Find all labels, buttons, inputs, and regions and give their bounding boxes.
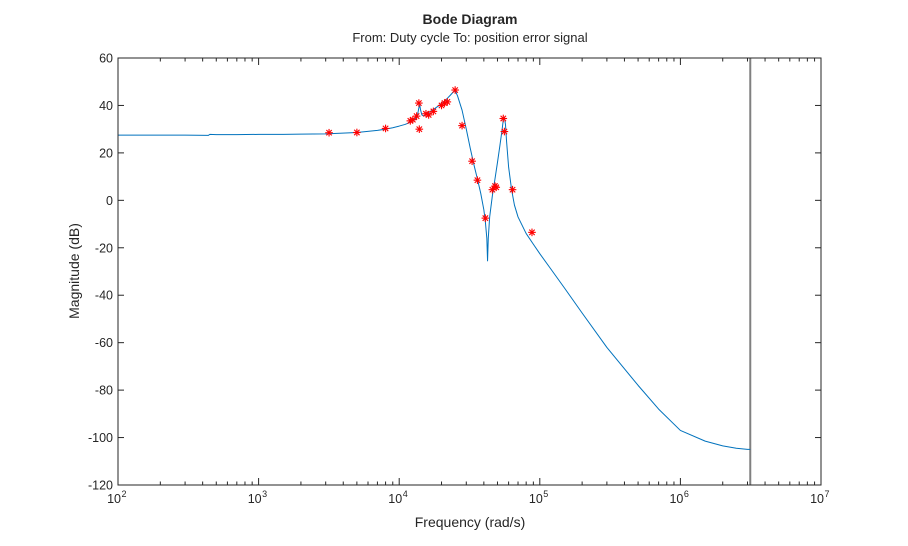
y-tick-label: 20 bbox=[99, 146, 113, 160]
x-tick-base: 10 bbox=[529, 492, 543, 506]
y-tick-label: -60 bbox=[95, 336, 113, 350]
marker-stroke bbox=[422, 110, 430, 117]
marker-stroke bbox=[458, 122, 466, 129]
x-tick-exponent: 6 bbox=[684, 489, 689, 499]
data-marker bbox=[458, 121, 466, 130]
data-marker bbox=[353, 128, 361, 137]
x-tick-base: 10 bbox=[248, 492, 262, 506]
x-axis-label: Frequency (rad/s) bbox=[415, 514, 525, 530]
marker-stroke bbox=[444, 98, 451, 105]
marker-stroke bbox=[430, 108, 437, 115]
x-tick-base: 10 bbox=[388, 492, 402, 506]
x-tick-label: 10 4 bbox=[388, 489, 407, 506]
x-tick-exponent: 5 bbox=[543, 489, 548, 499]
magnitude-line bbox=[118, 90, 751, 450]
marker-stroke bbox=[469, 158, 476, 165]
x-tick-label: 10 7 bbox=[810, 489, 829, 506]
data-marker bbox=[415, 99, 423, 107]
data-marker bbox=[451, 86, 459, 94]
marker-stroke bbox=[416, 126, 423, 133]
data-marker bbox=[412, 112, 421, 120]
marker-stroke bbox=[500, 115, 507, 122]
plot-area bbox=[118, 58, 821, 485]
x-tick-base: 10 bbox=[810, 492, 824, 506]
data-marker bbox=[473, 176, 482, 184]
y-tick-label: -40 bbox=[95, 289, 113, 303]
y-axis-label: Magnitude (dB) bbox=[66, 223, 82, 319]
marker-stroke bbox=[493, 184, 500, 191]
x-tick-label: 10 5 bbox=[529, 489, 548, 506]
data-marker bbox=[492, 183, 501, 192]
x-tick-exponent: 3 bbox=[262, 489, 267, 499]
data-marker bbox=[500, 127, 509, 136]
marker-stroke bbox=[482, 215, 489, 222]
marker-stroke bbox=[325, 129, 333, 136]
y-tick-label: -120 bbox=[88, 479, 113, 493]
x-tick-label: 10 3 bbox=[248, 489, 267, 506]
chart-title: Bode Diagram bbox=[423, 11, 518, 27]
marker-stroke bbox=[452, 86, 459, 94]
marker-stroke bbox=[413, 113, 420, 120]
marker-stroke bbox=[425, 111, 432, 119]
x-tick-exponent: 4 bbox=[403, 489, 408, 499]
marker-stroke bbox=[501, 128, 508, 135]
marker-stroke bbox=[509, 186, 516, 193]
y-tick-label: 60 bbox=[99, 52, 113, 66]
marker-layer bbox=[325, 86, 536, 237]
x-tick-base: 10 bbox=[107, 492, 121, 506]
x-tick-base: 10 bbox=[669, 492, 683, 506]
data-marker bbox=[381, 124, 390, 133]
data-marker bbox=[424, 111, 433, 119]
marker-stroke bbox=[353, 129, 360, 136]
tick-layer bbox=[117, 57, 822, 486]
marker-stroke bbox=[528, 229, 536, 236]
y-tick-label: -100 bbox=[88, 431, 113, 445]
data-marker bbox=[429, 107, 438, 116]
marker-stroke bbox=[474, 177, 481, 184]
data-marker bbox=[528, 228, 536, 237]
y-tick-label: 40 bbox=[99, 99, 113, 113]
data-marker bbox=[508, 185, 517, 194]
marker-stroke bbox=[415, 99, 422, 107]
data-marker bbox=[499, 114, 508, 123]
y-tick-label: 0 bbox=[106, 194, 113, 208]
series-layer bbox=[118, 90, 751, 450]
marker-stroke bbox=[489, 186, 496, 193]
marker-stroke bbox=[382, 125, 389, 132]
data-marker bbox=[415, 125, 424, 133]
y-tick-labels: 60 40 20 0 -20 -40 -60 -80 -100 -120 bbox=[88, 52, 113, 493]
data-marker bbox=[443, 98, 452, 106]
data-marker bbox=[468, 157, 476, 165]
x-tick-exponent: 2 bbox=[122, 489, 127, 499]
x-tick-label: 10 2 bbox=[107, 489, 126, 506]
x-tick-exponent: 7 bbox=[825, 489, 830, 499]
x-tick-label: 10 6 bbox=[669, 489, 688, 506]
y-tick-label: -80 bbox=[95, 384, 113, 398]
data-marker bbox=[481, 214, 490, 222]
data-marker bbox=[325, 128, 333, 137]
y-tick-label: -20 bbox=[95, 241, 113, 255]
chart-subtitle: From: Duty cycle To: position error sign… bbox=[352, 30, 587, 45]
x-tick-labels: 10 2 10 3 10 4 10 5 10 6 10 7 bbox=[107, 489, 829, 506]
plot-box bbox=[117, 57, 822, 486]
